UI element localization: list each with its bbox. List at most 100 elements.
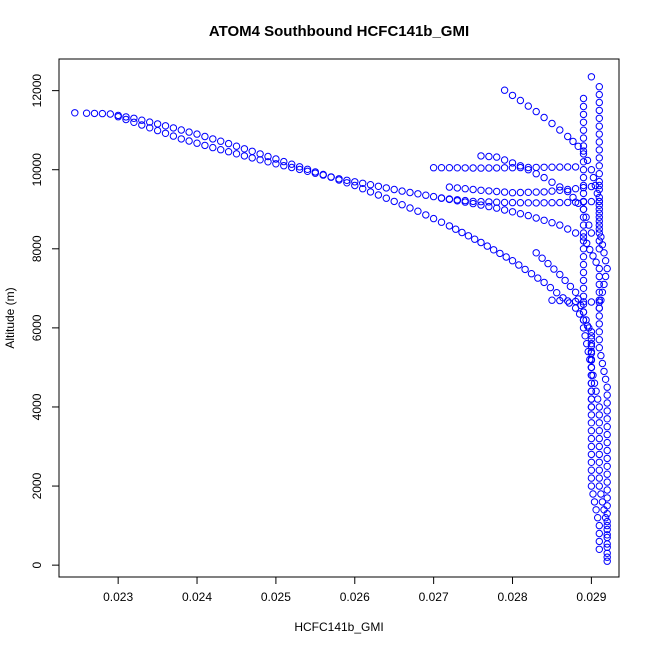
data-point [185, 137, 193, 145]
data-point [319, 171, 327, 179]
data-point [595, 312, 603, 320]
data-point [582, 213, 590, 221]
data-point [122, 113, 130, 121]
data-point [327, 173, 335, 181]
data-point [508, 189, 517, 197]
y-axis: 0 2000 4000 6000 8000 10000 12000 [30, 74, 59, 568]
data-point [571, 163, 580, 171]
data-point [477, 197, 485, 206]
data-point [603, 454, 611, 463]
data-point [595, 320, 603, 328]
data-point [587, 363, 596, 372]
data-point [595, 336, 603, 344]
data-point [485, 198, 493, 206]
data-point [303, 165, 312, 174]
data-point [603, 264, 611, 273]
data-point [217, 137, 225, 145]
data-point [564, 187, 572, 196]
data-point [579, 316, 588, 324]
data-point [584, 347, 592, 356]
data-point [574, 295, 582, 303]
data-point [594, 395, 602, 403]
data-point [540, 188, 548, 196]
data-point [493, 198, 501, 206]
data-point [437, 218, 446, 226]
data-point [587, 355, 596, 364]
data-point [515, 261, 523, 269]
data-point [598, 359, 607, 368]
data-point [548, 178, 556, 186]
data-point [540, 163, 548, 172]
data-point [90, 109, 99, 118]
x-axis-title: HCFC141b_GMI [294, 620, 383, 634]
data-point [485, 164, 493, 172]
chart-title: ATOM4 Southbound HCFC141b_GMI [209, 23, 469, 40]
x-tick-label: 0.028 [498, 590, 528, 604]
data-point [516, 162, 525, 170]
data-point [98, 109, 107, 118]
data-point [414, 207, 422, 215]
data-point [603, 470, 611, 478]
data-point [589, 173, 598, 182]
x-tick-label: 0.023 [103, 590, 133, 604]
data-point [565, 299, 573, 307]
data-point [177, 135, 186, 143]
data-point [556, 221, 564, 229]
data-point [538, 254, 546, 262]
data-point [177, 126, 186, 134]
data-point [540, 278, 548, 287]
data-point [209, 135, 217, 143]
data-point [169, 124, 178, 132]
scatter-series [114, 113, 603, 312]
data-point [598, 241, 607, 249]
data-point [582, 316, 590, 324]
data-point [493, 187, 501, 196]
data-point [579, 118, 588, 127]
data-point [122, 115, 130, 124]
data-point [603, 478, 611, 486]
data-point [248, 147, 256, 156]
data-point [595, 201, 603, 210]
data-point [595, 213, 603, 221]
data-point [590, 498, 599, 506]
data-point [595, 272, 603, 281]
data-point [532, 170, 540, 178]
data-point [445, 222, 454, 230]
data-point [429, 214, 438, 223]
data-point [585, 221, 593, 229]
data-point [603, 494, 611, 502]
data-point [445, 183, 454, 191]
data-point [169, 132, 178, 140]
data-point [398, 201, 406, 209]
data-point [597, 351, 605, 360]
data-point [587, 411, 596, 419]
data-point [564, 132, 572, 141]
data-point [280, 162, 288, 170]
data-point [508, 164, 517, 172]
data-point [485, 187, 493, 195]
data-point [595, 106, 603, 115]
data-point [532, 199, 540, 207]
data-point [556, 183, 564, 191]
data-point [540, 216, 548, 225]
data-point [595, 197, 603, 206]
data-point [461, 196, 469, 205]
data-point [288, 160, 296, 168]
data-point [595, 130, 603, 138]
data-point [553, 289, 561, 297]
data-point [595, 482, 603, 490]
data-point [597, 233, 605, 241]
data-point [232, 150, 241, 158]
data-point [422, 211, 430, 219]
data-point [603, 557, 611, 565]
x-tick-label: 0.027 [419, 590, 449, 604]
data-point [469, 199, 477, 208]
data-point [587, 332, 596, 340]
data-point [351, 181, 359, 190]
data-point [256, 156, 264, 164]
data-point [595, 98, 603, 107]
data-point [579, 284, 588, 292]
data-point [153, 126, 162, 135]
data-point [595, 411, 603, 419]
data-point [500, 164, 509, 172]
